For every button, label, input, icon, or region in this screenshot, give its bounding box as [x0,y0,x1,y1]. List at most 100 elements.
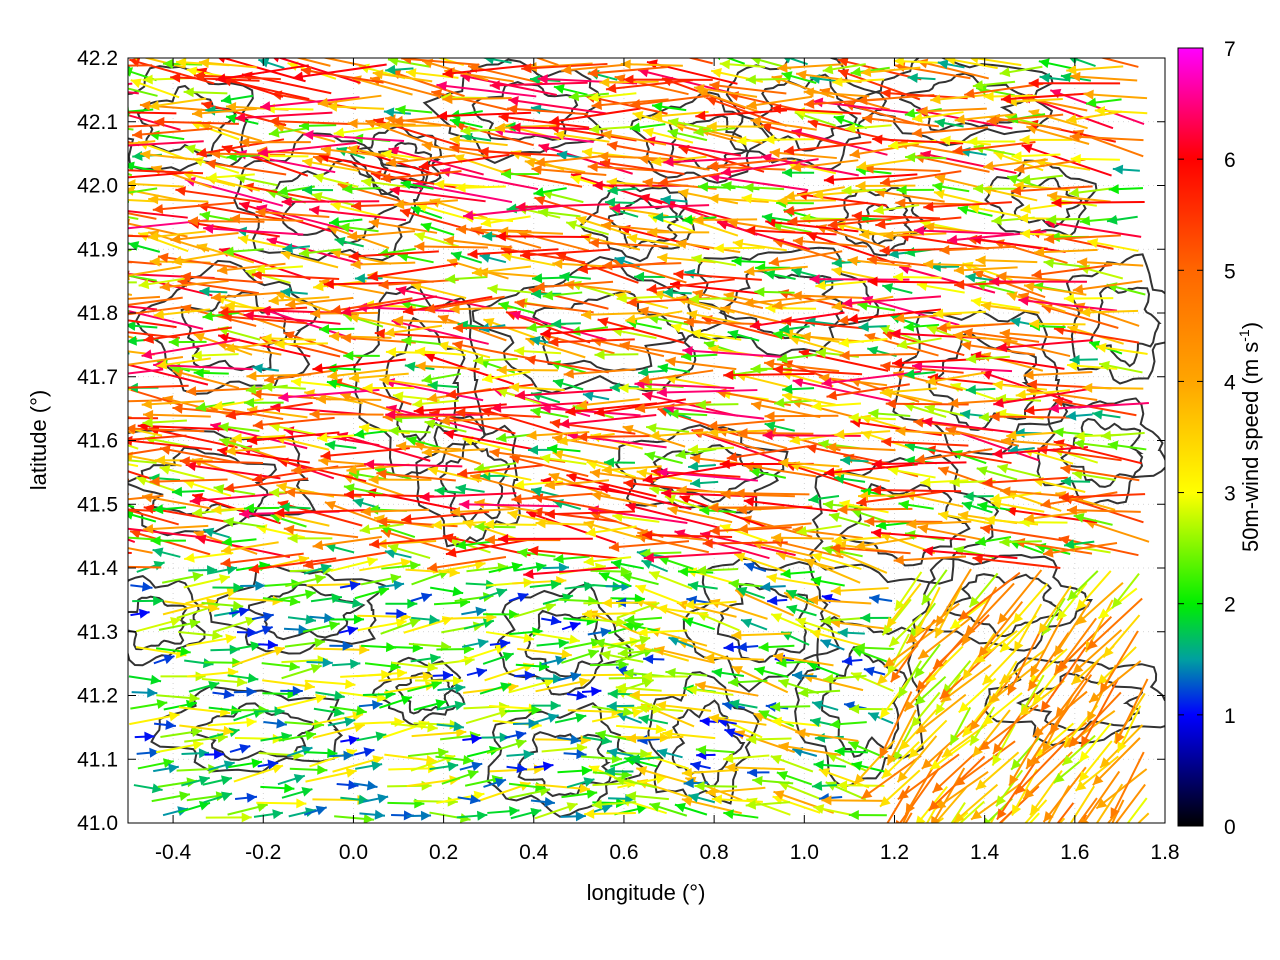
wind-vector [750,400,821,419]
wind-vector [732,238,787,252]
wind-vector [970,782,1023,821]
wind-vector [625,733,684,744]
wind-vector [682,617,716,631]
wind-vector [378,278,459,290]
wind-vector [1086,597,1143,651]
wind-vector [510,807,542,820]
wind-vector [473,355,518,366]
wind-vector [240,580,266,591]
wind-vector [1043,233,1121,244]
wind-vector [392,315,459,326]
wind-vector [189,492,288,506]
wind-vector [319,324,355,335]
wind-vector [369,535,457,549]
wind-vector [252,625,274,635]
wind-vector [534,802,578,820]
wind-vector [406,810,432,821]
wind-vector [436,721,465,732]
wind-vector [688,792,716,804]
wind-vector [432,560,486,574]
wind-vector [504,730,527,741]
wind-vector [657,467,759,482]
wind-vector [161,571,204,584]
wind-vector [463,618,495,630]
wind-vector [459,761,483,772]
wind-vector [693,83,758,98]
wind-vector [128,171,185,179]
wind-vector [261,661,300,672]
wind-vector [875,216,962,230]
wind-vector [340,794,370,805]
wind-vector [508,382,565,393]
wind-vector [254,706,285,717]
wind-vector [925,371,986,386]
wind-vector [731,665,789,694]
wind-vector [383,107,411,118]
wind-vector [178,800,211,814]
wind-vector [418,153,510,171]
y-tick-label: 41.8 [77,302,118,325]
wind-vector [624,614,663,625]
wind-vector [764,411,839,422]
wind-vector [313,644,370,655]
terrain-contour [647,671,760,805]
wind-vector [879,677,911,720]
wind-vector [128,293,133,297]
terrain-contour [946,573,1063,638]
wind-vector [202,527,231,539]
wind-vector [487,284,532,295]
wind-vector [431,519,486,530]
wind-vector [921,722,973,770]
wind-vector [248,557,337,574]
wind-vector [1040,646,1087,713]
wind-vector [820,639,845,651]
wind-vector [348,250,439,262]
wind-vector [281,663,322,680]
wind-vector [413,403,507,416]
wind-vector [580,616,627,627]
wind-vector [424,295,505,314]
wind-vector [342,184,381,195]
wind-vector [851,761,886,773]
wind-vector [302,551,387,570]
wind-vector [303,130,405,142]
wind-vector [141,399,205,410]
wind-vector [128,198,158,203]
wind-vector [656,387,758,398]
wind-vector [719,59,766,70]
wind-vector [704,653,765,664]
wind-vector [128,492,130,496]
wind-vector [973,183,1017,194]
wind-vector [883,628,937,668]
wind-vector [340,735,360,746]
wind-vector [606,701,635,712]
wind-vector [128,296,183,306]
wind-vector [528,545,618,560]
wind-vector [304,679,356,690]
wind-vector [727,677,768,688]
wind-vector [776,353,817,364]
wind-vector [813,759,846,770]
wind-vector [847,741,884,759]
wind-vector [482,652,515,665]
wind-vector [559,413,657,429]
wind-vector [427,465,482,482]
wind-vector [903,321,940,332]
wind-vector [128,111,177,115]
wind-vector [452,340,532,360]
wind-vector [1058,817,1066,823]
wind-vector [768,250,843,267]
wind-vector [668,408,708,419]
wind-vector [1074,755,1119,792]
wind-vector [532,713,559,724]
wind-vector [764,421,795,432]
wind-vector [922,546,1018,560]
wind-vector [1020,201,1073,214]
wind-vector [590,490,658,508]
wind-vector [128,350,155,356]
wind-vector [234,792,258,803]
wind-vector [1040,491,1118,509]
wind-vector [897,660,922,699]
y-tick-label: 42.0 [77,175,118,198]
wind-vector [1034,247,1098,258]
